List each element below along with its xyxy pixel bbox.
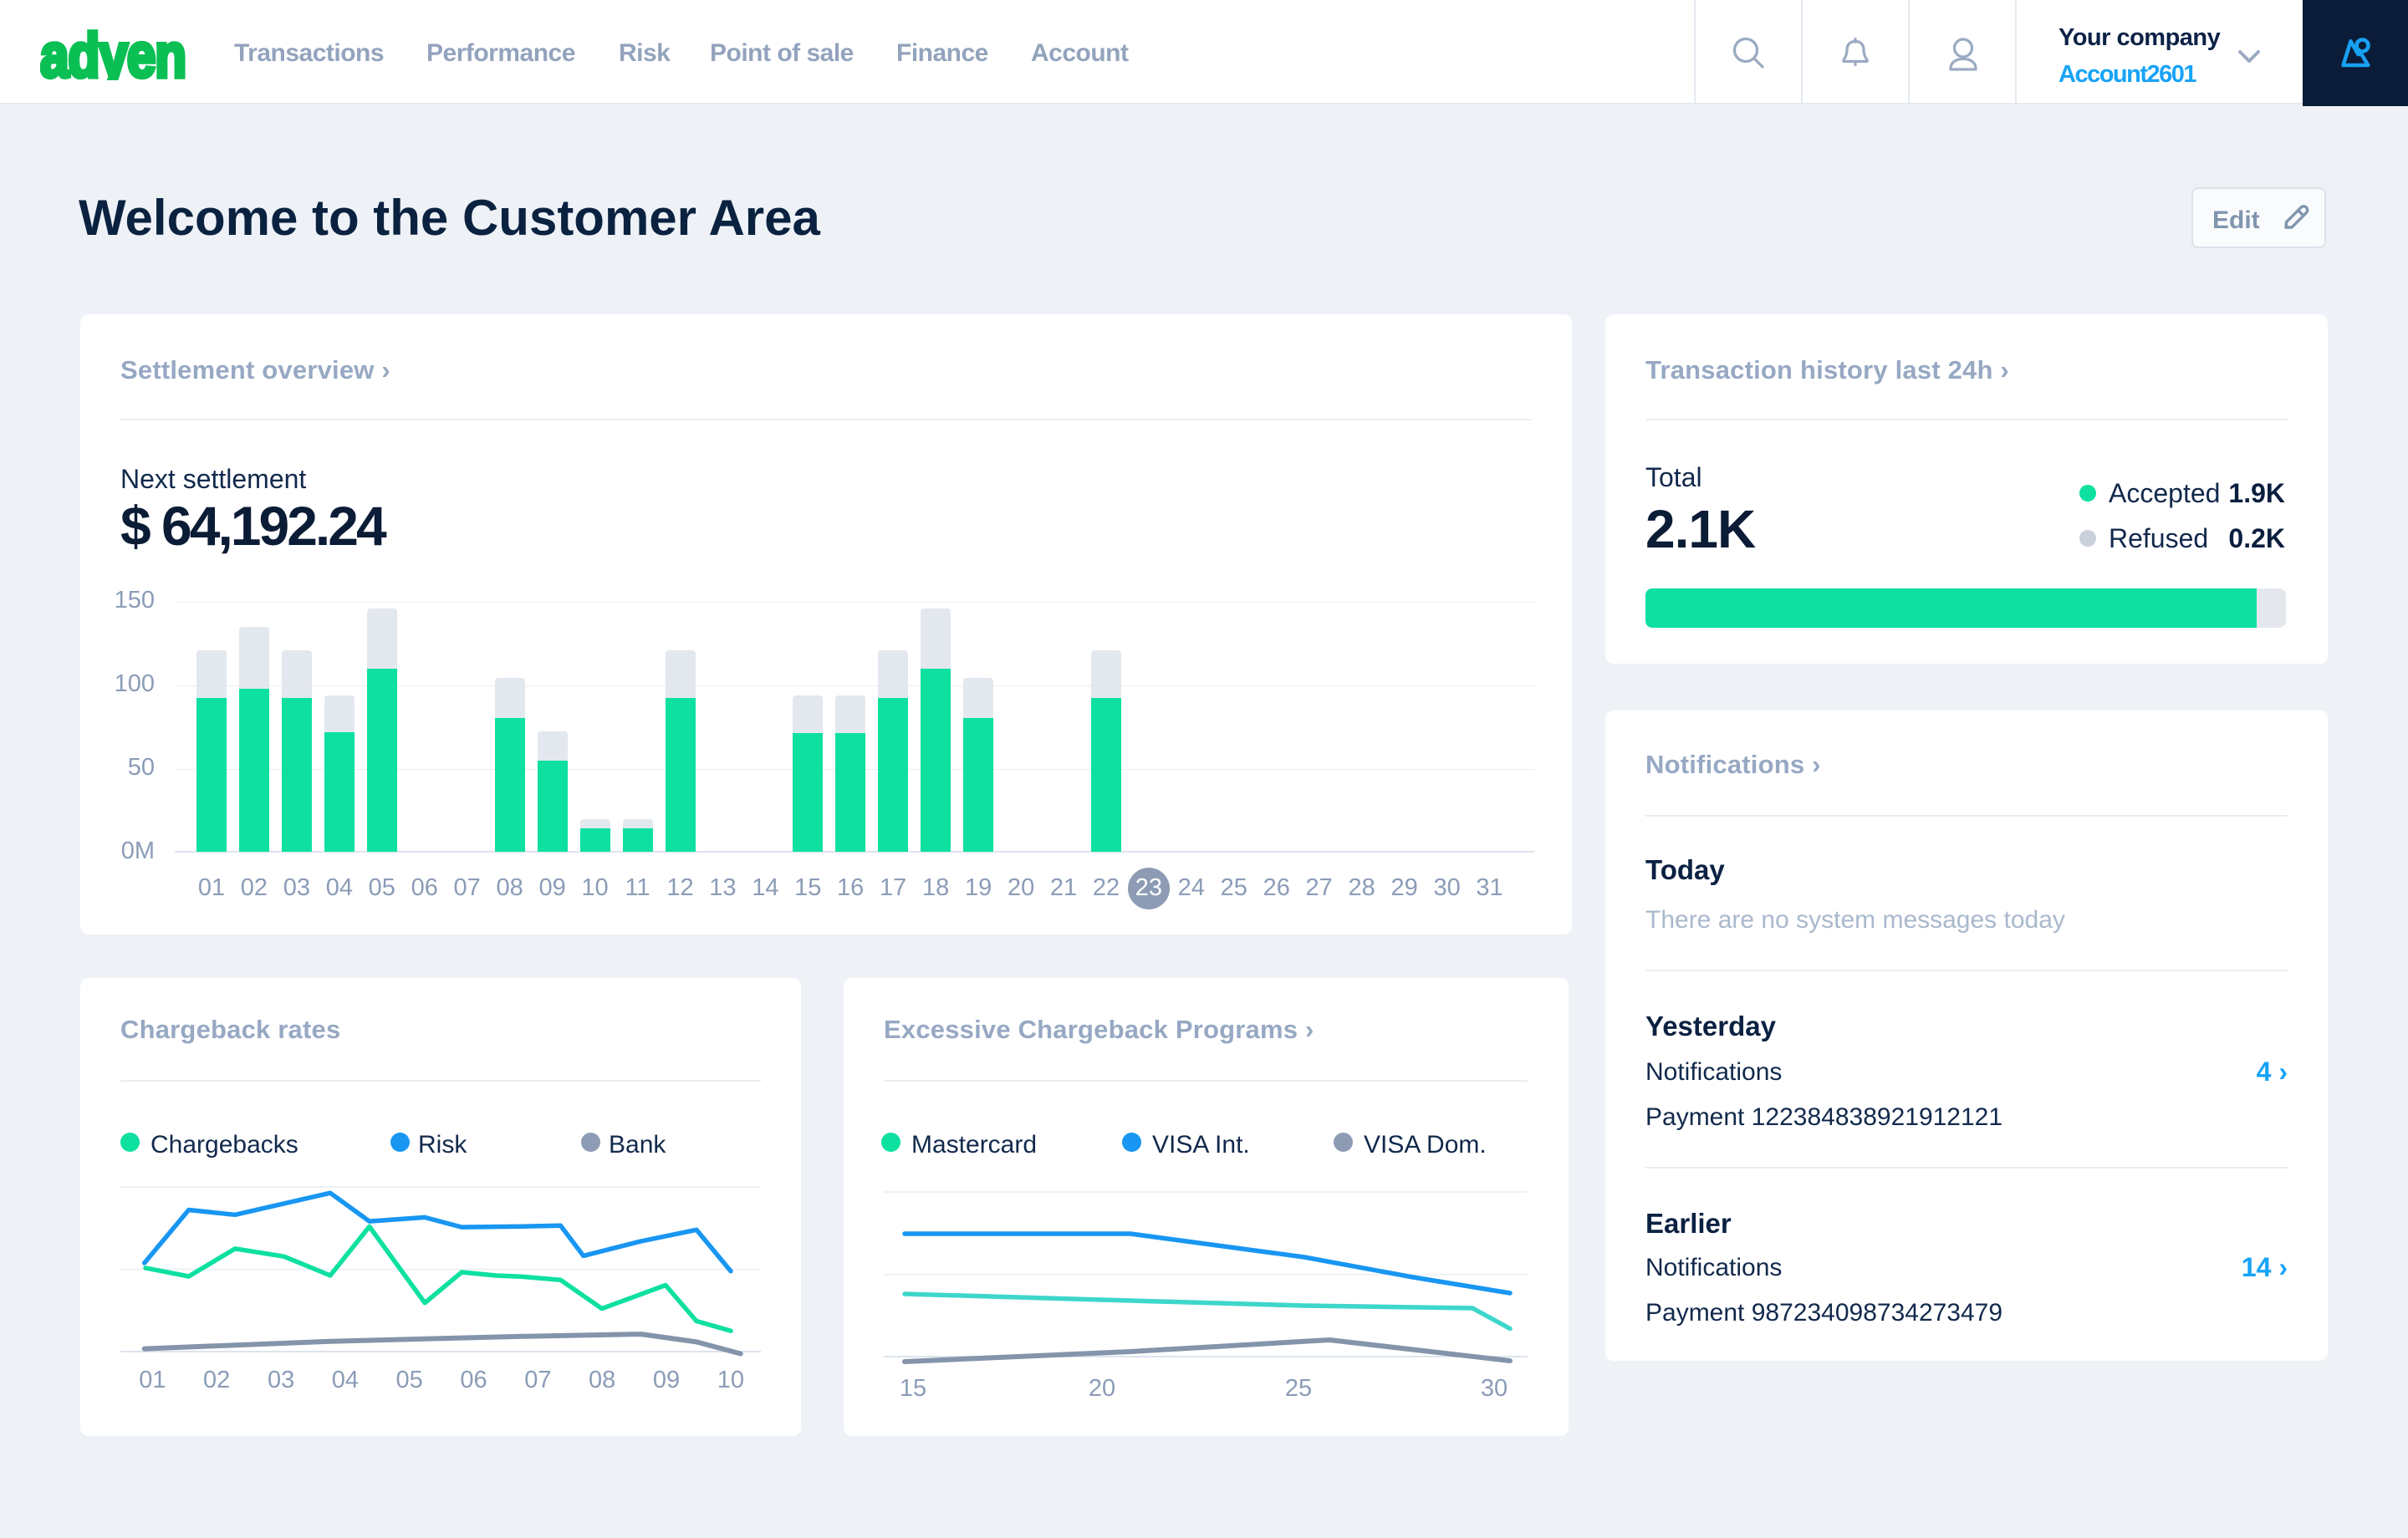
svg-text:adyen: adyen [40, 21, 186, 80]
